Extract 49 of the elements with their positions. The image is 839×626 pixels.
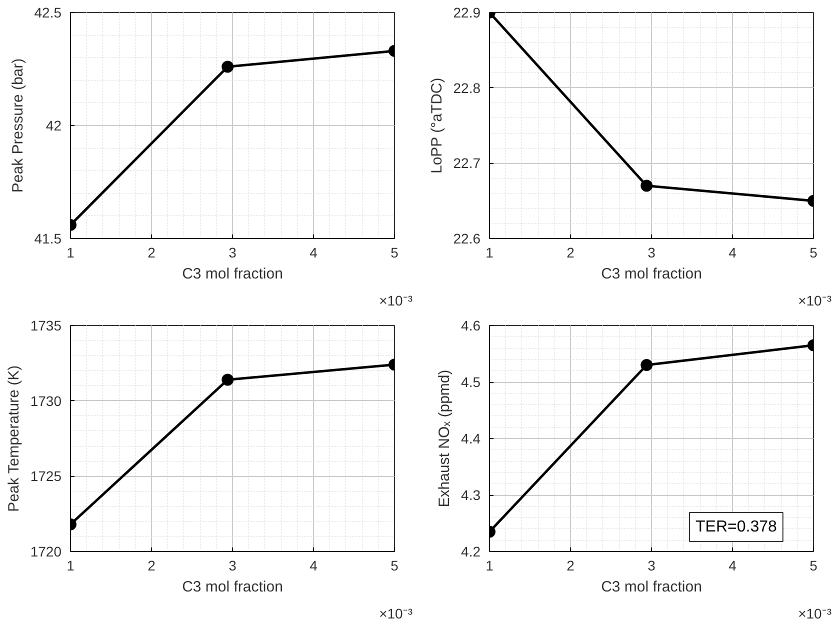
x-axis-title: C3 mol fraction <box>182 266 283 282</box>
annotation: TER=0.378 <box>696 518 777 536</box>
y-axis-title: LoPP (°aTDC) <box>428 78 446 174</box>
y-tick-label: 4.4 <box>461 430 481 446</box>
x-tick-label: 3 <box>228 558 237 574</box>
y-tick-label: 22.8 <box>453 80 481 96</box>
text: ×10⁻³ <box>379 292 413 308</box>
x-tick-label: 1 <box>486 558 494 574</box>
y-axis-title: Exhaust NOₓ (ppmd) <box>436 370 454 508</box>
text: ×10⁻³ <box>379 606 413 622</box>
y-tick-label: 1735 <box>30 318 62 334</box>
x-axis-title: C3 mol fraction <box>182 578 283 596</box>
x-tick-label: 3 <box>648 244 656 260</box>
x-tick-label: 1 <box>66 244 75 260</box>
x-tick-label: 5 <box>810 244 818 260</box>
x-tick-label: 5 <box>810 558 818 574</box>
x-tick-label: 2 <box>566 244 575 260</box>
y-tick-label: 42.5 <box>34 4 62 20</box>
y-tick-label: 4.2 <box>461 544 481 560</box>
x-tick-label: 3 <box>648 558 656 574</box>
x-tick-label: 5 <box>390 558 399 574</box>
y-tick-label: 41.5 <box>34 230 62 246</box>
x-tick-label: 2 <box>566 558 575 574</box>
x-tick-label: 4 <box>728 558 737 574</box>
x-tick-label: 5 <box>390 244 399 260</box>
x-tick-label: 1 <box>66 558 75 574</box>
text: ×10⁻³ <box>798 606 832 622</box>
y-tick-label: 1730 <box>30 392 62 409</box>
y-tick-label: 1725 <box>30 468 62 484</box>
x-tick-label: 2 <box>148 244 156 260</box>
x-tick-label: 1 <box>486 244 494 260</box>
y-tick-label: 22.7 <box>453 155 481 172</box>
y-tick-label: 22.9 <box>453 4 481 20</box>
x-axis-title: C3 mol fraction <box>601 266 702 282</box>
y-tick-label: 4.5 <box>461 374 481 390</box>
y-tick-label: 42 <box>46 118 62 134</box>
text: ×10⁻³ <box>798 292 832 308</box>
y-axis-title: Peak Pressure (bar) <box>9 58 26 193</box>
x-tick-label: 4 <box>310 558 318 574</box>
y-tick-label: 4.6 <box>461 318 481 334</box>
x-axis-title: C3 mol fraction <box>601 578 702 596</box>
y-tick-label: 4.3 <box>461 487 481 503</box>
y-tick-label: 22.6 <box>453 230 481 246</box>
x-tick-label: 4 <box>728 244 737 260</box>
x-tick-label: 4 <box>310 244 318 260</box>
x-tick-label: 3 <box>228 244 237 260</box>
y-axis-title: Peak Temperature (K) <box>5 365 22 512</box>
x-tick-label: 2 <box>148 558 156 574</box>
y-tick-label: 1720 <box>30 544 62 560</box>
